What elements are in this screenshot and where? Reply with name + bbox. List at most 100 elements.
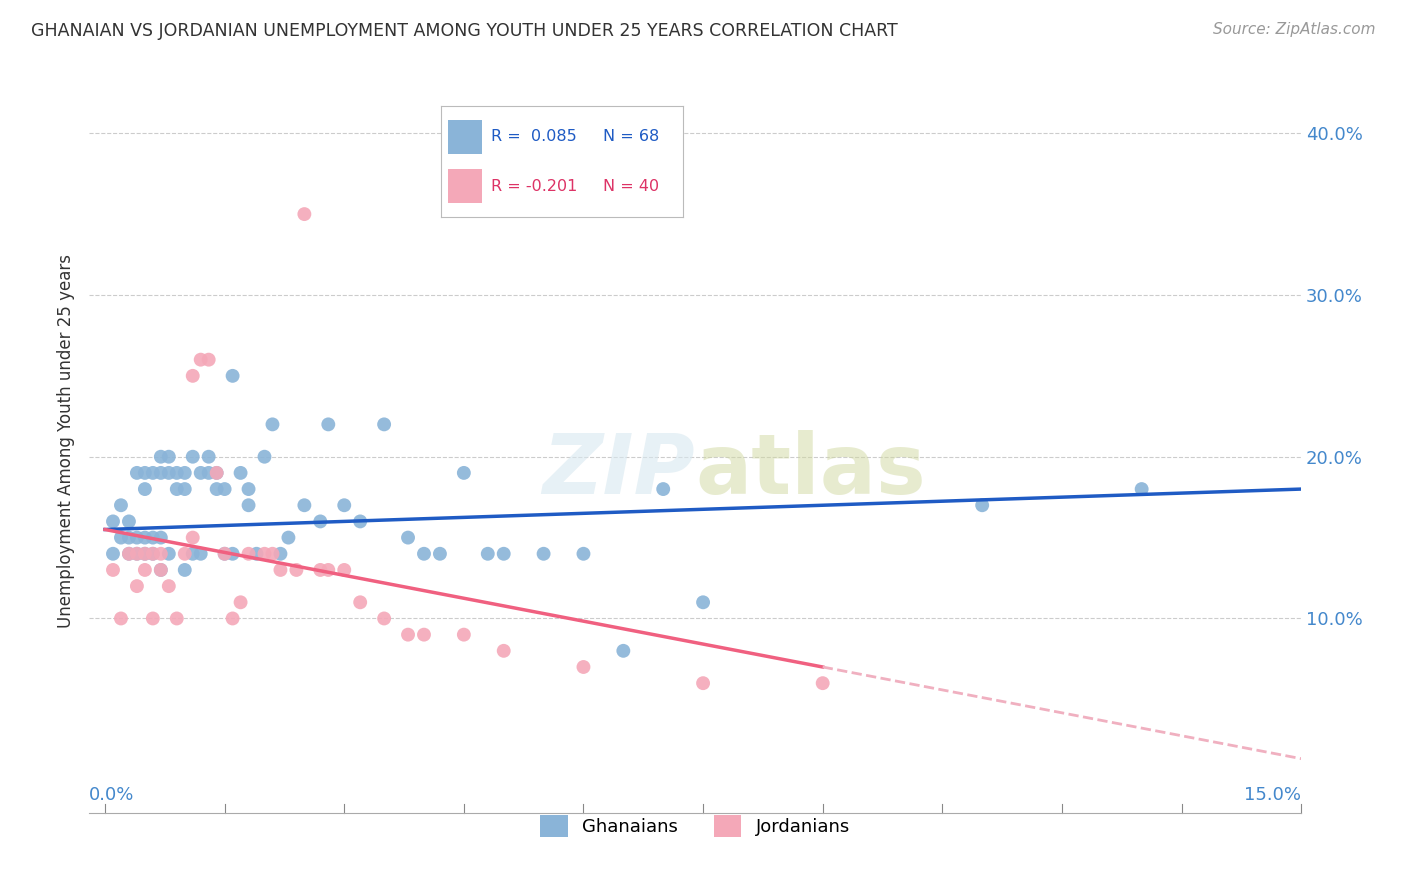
- Point: [173, 466, 195, 480]
- Point: [142, 531, 165, 545]
- Point: [811, 676, 834, 690]
- Point: [453, 466, 475, 480]
- Point: [157, 450, 180, 464]
- Point: [142, 611, 165, 625]
- Point: [229, 595, 252, 609]
- Point: [118, 547, 141, 561]
- Y-axis label: Unemployment Among Youth under 25 years: Unemployment Among Youth under 25 years: [58, 253, 75, 628]
- Point: [173, 547, 195, 561]
- Point: [333, 563, 356, 577]
- Point: [253, 450, 276, 464]
- Point: [110, 498, 132, 512]
- Point: [101, 563, 124, 577]
- Point: [221, 368, 243, 383]
- Point: [142, 547, 165, 561]
- Point: [262, 417, 284, 432]
- Point: [253, 547, 276, 561]
- Point: [197, 466, 219, 480]
- Point: [269, 547, 291, 561]
- Point: [197, 352, 219, 367]
- Point: [692, 595, 714, 609]
- Point: [166, 466, 188, 480]
- Point: [118, 547, 141, 561]
- Point: [118, 531, 141, 545]
- Point: [292, 498, 315, 512]
- Point: [157, 579, 180, 593]
- Point: [373, 417, 395, 432]
- Legend: Ghanaians, Jordanians: Ghanaians, Jordanians: [533, 808, 858, 845]
- Point: [101, 515, 124, 529]
- Point: [149, 547, 172, 561]
- Point: [269, 563, 291, 577]
- Point: [238, 498, 260, 512]
- Point: [134, 547, 156, 561]
- Point: [134, 563, 156, 577]
- Point: [190, 547, 212, 561]
- Point: [533, 547, 555, 561]
- Point: [309, 515, 332, 529]
- Point: [453, 627, 475, 641]
- Text: 15.0%: 15.0%: [1244, 787, 1301, 805]
- Point: [157, 466, 180, 480]
- Point: [309, 563, 332, 577]
- Point: [149, 531, 172, 545]
- Point: [214, 547, 236, 561]
- Point: [572, 660, 595, 674]
- Point: [118, 515, 141, 529]
- Point: [149, 450, 172, 464]
- Point: [181, 368, 204, 383]
- Text: atlas: atlas: [695, 430, 927, 511]
- Point: [373, 611, 395, 625]
- Point: [221, 611, 243, 625]
- Point: [972, 498, 994, 512]
- Point: [125, 531, 148, 545]
- Point: [173, 482, 195, 496]
- Text: Source: ZipAtlas.com: Source: ZipAtlas.com: [1212, 22, 1375, 37]
- Point: [692, 676, 714, 690]
- Point: [125, 547, 148, 561]
- Point: [262, 547, 284, 561]
- Point: [652, 482, 675, 496]
- Point: [134, 531, 156, 545]
- Point: [333, 498, 356, 512]
- Point: [157, 547, 180, 561]
- Point: [292, 207, 315, 221]
- Point: [142, 466, 165, 480]
- Point: [285, 563, 308, 577]
- Text: ZIP: ZIP: [543, 430, 695, 511]
- Point: [396, 627, 419, 641]
- Point: [238, 482, 260, 496]
- Point: [612, 644, 634, 658]
- Point: [142, 547, 165, 561]
- Point: [101, 547, 124, 561]
- Point: [166, 482, 188, 496]
- Point: [492, 644, 515, 658]
- Point: [125, 547, 148, 561]
- Point: [181, 531, 204, 545]
- Point: [149, 466, 172, 480]
- Point: [429, 547, 451, 561]
- Point: [125, 579, 148, 593]
- Point: [181, 547, 204, 561]
- Point: [197, 450, 219, 464]
- Point: [205, 482, 228, 496]
- Point: [316, 417, 339, 432]
- Point: [190, 352, 212, 367]
- Point: [477, 547, 499, 561]
- Point: [349, 515, 371, 529]
- Point: [205, 466, 228, 480]
- Point: [214, 482, 236, 496]
- Point: [1130, 482, 1153, 496]
- Point: [149, 563, 172, 577]
- Point: [125, 466, 148, 480]
- Point: [245, 547, 267, 561]
- Point: [110, 531, 132, 545]
- Point: [181, 450, 204, 464]
- Point: [349, 595, 371, 609]
- Point: [110, 611, 132, 625]
- Point: [134, 547, 156, 561]
- Point: [572, 547, 595, 561]
- Point: [134, 482, 156, 496]
- Text: GHANAIAN VS JORDANIAN UNEMPLOYMENT AMONG YOUTH UNDER 25 YEARS CORRELATION CHART: GHANAIAN VS JORDANIAN UNEMPLOYMENT AMONG…: [31, 22, 897, 40]
- Point: [134, 466, 156, 480]
